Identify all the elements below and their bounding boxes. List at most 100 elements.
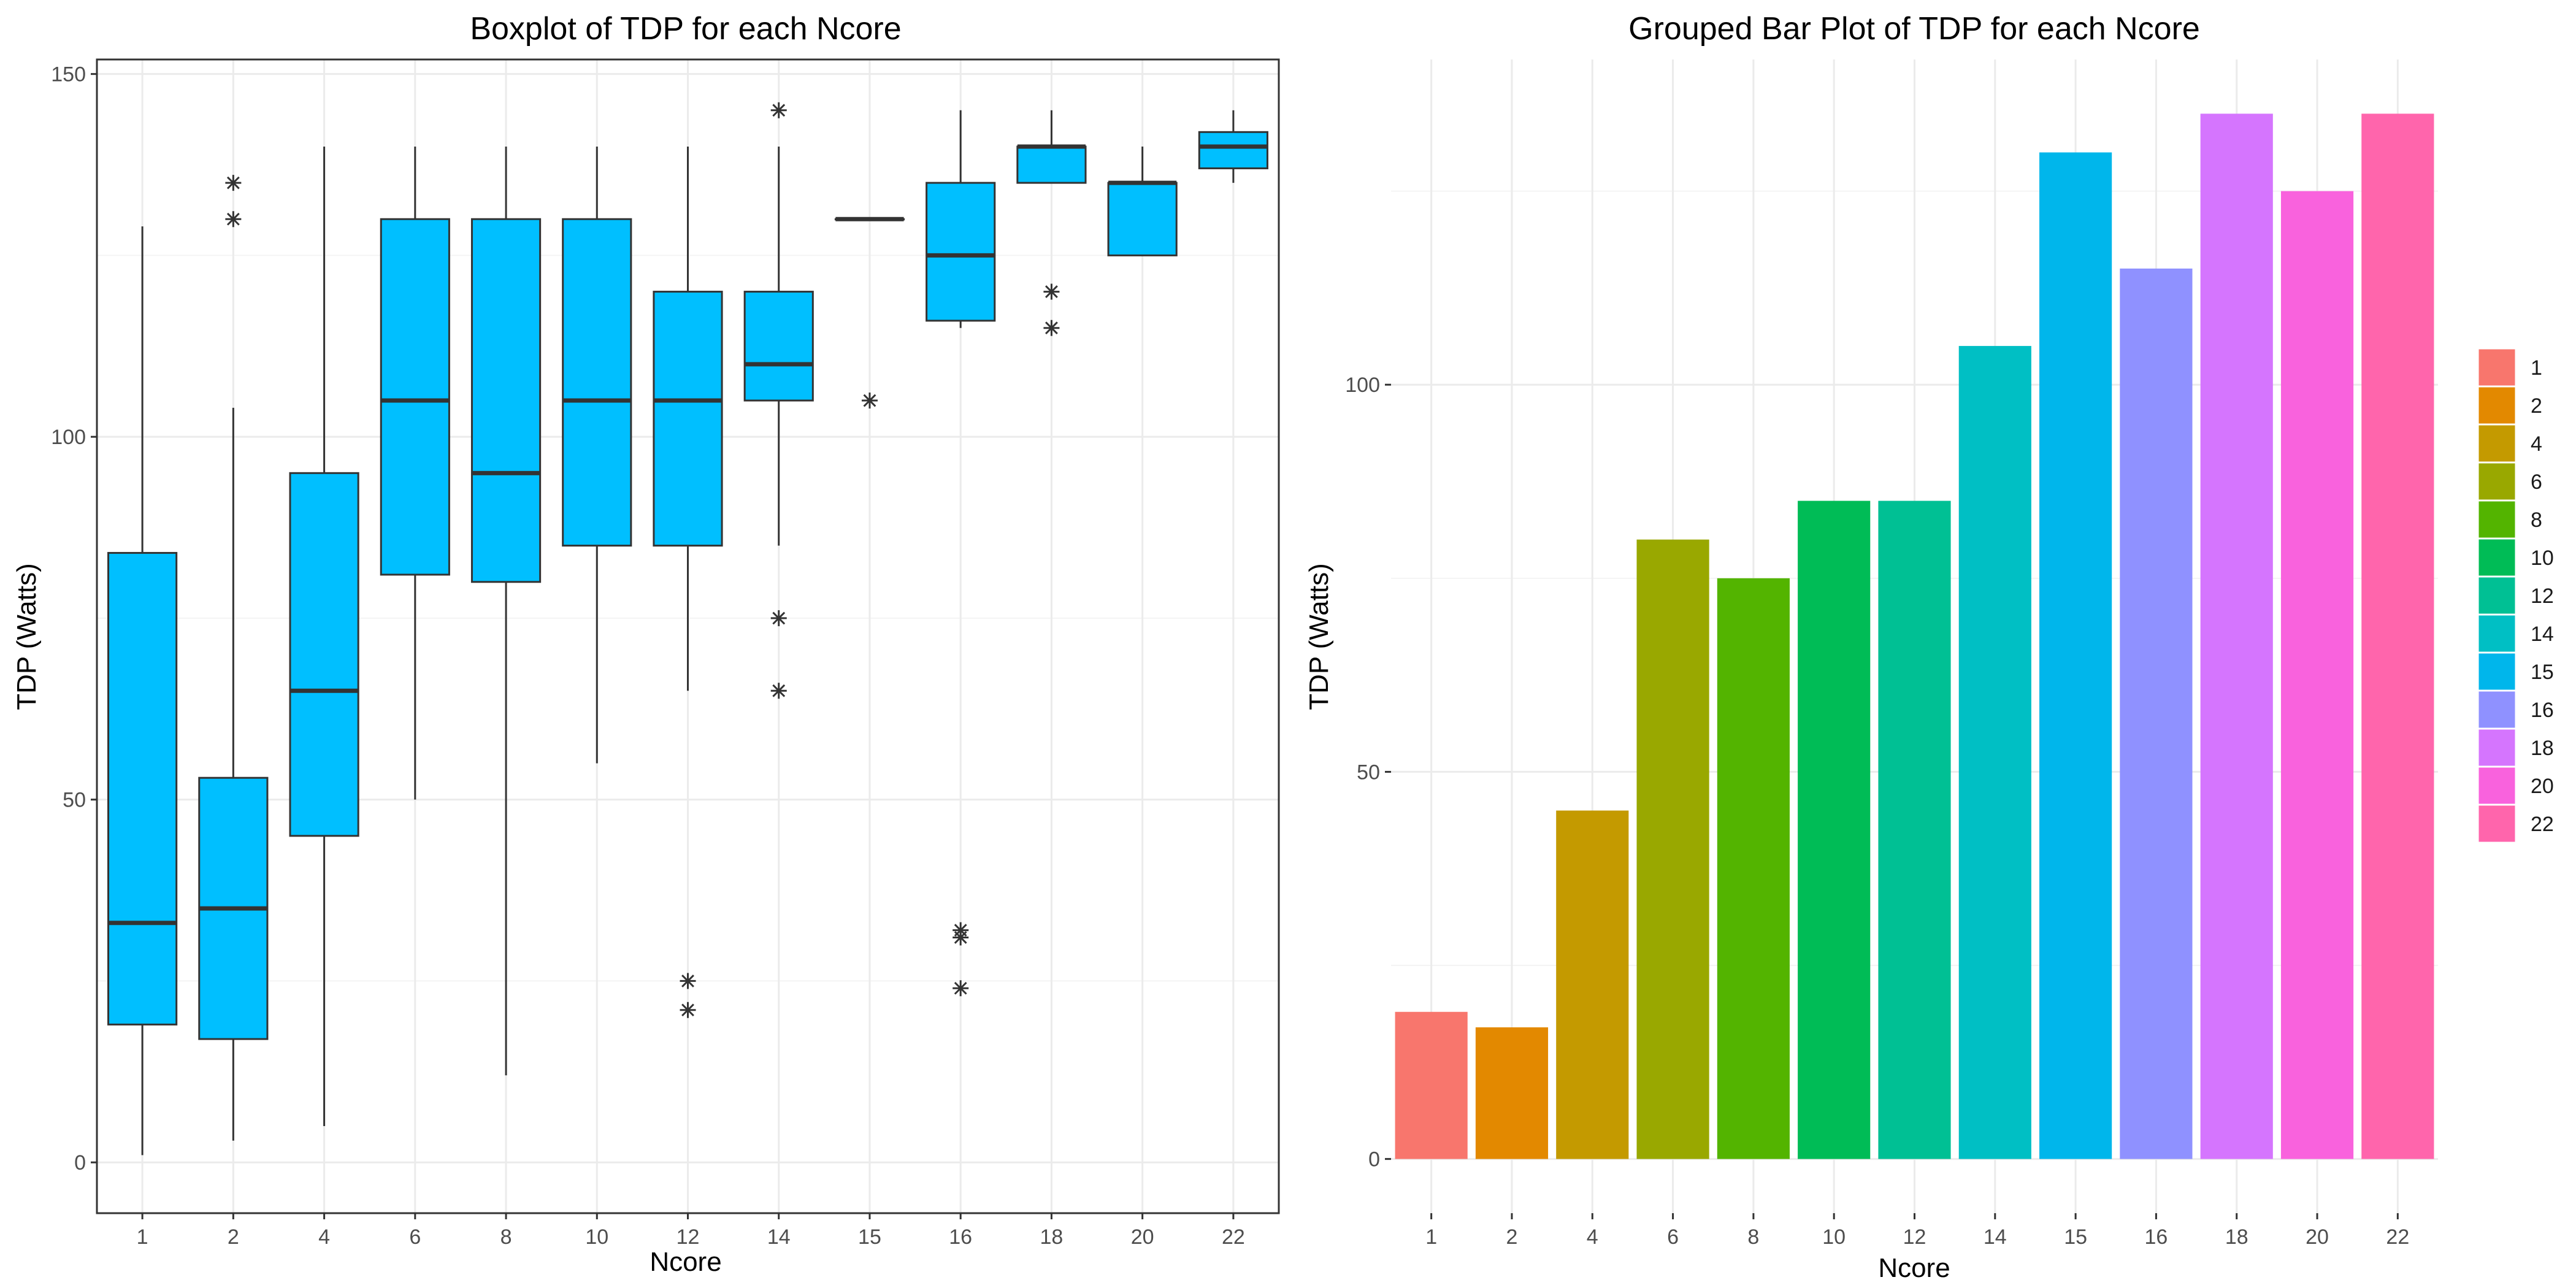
boxplot-x-tick-label: 1 (137, 1225, 148, 1249)
box-iqr (289, 472, 359, 837)
bar-10 (1798, 500, 1871, 1159)
legend-item-2: 2 (2477, 385, 2542, 426)
barplot-x-tick-label: 2 (1506, 1225, 1518, 1249)
barplot-x-tick-label: 18 (2225, 1225, 2248, 1249)
box-outlier (770, 610, 787, 626)
legend-item-22: 22 (2477, 803, 2554, 844)
box-6 (380, 146, 450, 800)
box-outlier (861, 393, 878, 409)
boxplot-x-tick-label: 22 (1222, 1225, 1245, 1249)
legend-label: 8 (2531, 508, 2542, 532)
legend-item-16: 16 (2477, 689, 2554, 730)
box-iqr (743, 291, 814, 402)
box-outlier (1043, 320, 1060, 336)
legend-label: 2 (2531, 394, 2542, 418)
box-iqr (1016, 145, 1087, 184)
legend-key (2477, 347, 2517, 388)
bar-20 (2280, 191, 2354, 1159)
box-outlier (225, 211, 242, 228)
bar-18 (2200, 113, 2273, 1159)
box-iqr (653, 291, 723, 547)
box-15 (834, 217, 905, 409)
legend-item-8: 8 (2477, 499, 2542, 540)
bar-22 (2361, 113, 2434, 1159)
box-22 (1198, 110, 1268, 183)
legend-key (2477, 613, 2517, 654)
legend-item-10: 10 (2477, 537, 2554, 578)
legend-key (2477, 727, 2517, 768)
legend-label: 18 (2531, 737, 2554, 760)
barplot-y-tick-label: 50 (1357, 761, 1380, 784)
barplot-x-tick-label: 20 (2306, 1225, 2329, 1249)
legend-key (2477, 765, 2517, 806)
boxplot-y-tick-label: 0 (74, 1151, 86, 1175)
box-iqr (470, 218, 542, 583)
box-iqr (107, 551, 178, 1025)
barplot-x-tick-label: 22 (2386, 1225, 2409, 1249)
barplot-x-tick-label: 15 (2064, 1225, 2087, 1249)
barplot-x-tick-label: 12 (1903, 1225, 1926, 1249)
boxplot-y-axis-title: TDP (Watts) (12, 563, 42, 710)
legend-key (2477, 423, 2517, 464)
legend-label: 12 (2531, 585, 2554, 608)
box-iqr (562, 218, 632, 547)
boxplot-x-axis-title: Ncore (650, 1247, 721, 1277)
boxplot-x-tick-label: 18 (1040, 1225, 1064, 1249)
barplot-x-axis-title: Ncore (1878, 1253, 1950, 1283)
barplot-y-axis-title: TDP (Watts) (1304, 563, 1334, 710)
barplot-x-tick-label: 10 (1822, 1225, 1846, 1249)
boxplot-x-tick-label: 20 (1131, 1225, 1154, 1249)
bar-12 (1878, 500, 1951, 1159)
legend-key (2477, 461, 2517, 502)
box-iqr (380, 218, 450, 576)
boxplot-y-ticks: 0 50 100 150 (51, 63, 97, 1175)
bar-15 (2039, 152, 2112, 1159)
boxplot-x-tick-label: 15 (858, 1225, 881, 1249)
boxplot-x-ticks: 1 2 4 6 8 10 12 14 15 16 18 20 22 (137, 1213, 1245, 1249)
legend-key (2477, 689, 2517, 730)
legend-item-6: 6 (2477, 461, 2542, 502)
legend-item-4: 4 (2477, 423, 2542, 464)
legend-key (2477, 537, 2517, 578)
box-outlier (953, 980, 969, 997)
box-4 (289, 146, 359, 1127)
box-iqr (926, 182, 996, 322)
box-2 (198, 175, 269, 1141)
barplot-x-ticks: 1 2 4 6 8 10 12 14 15 16 18 20 22 (1425, 1213, 2409, 1249)
legend-item-20: 20 (2477, 765, 2554, 806)
barplot-y-tick-label: 100 (1345, 374, 1380, 397)
box-outlier (770, 683, 787, 699)
bar-16 (2120, 268, 2193, 1159)
legend-key (2477, 803, 2517, 844)
barplot-x-tick-label: 14 (1984, 1225, 2007, 1249)
legend-item-14: 14 (2477, 613, 2554, 654)
bar-6 (1636, 539, 1709, 1159)
legend-label: 16 (2531, 699, 2554, 722)
boxplot-x-tick-label: 4 (318, 1225, 330, 1249)
boxplot-title: Boxplot of TDP for each Ncore (470, 11, 901, 47)
box-16 (926, 110, 996, 997)
boxplot-y-tick-label: 100 (51, 426, 86, 449)
barplot-x-tick-label: 16 (2145, 1225, 2168, 1249)
box-outlier (680, 1002, 696, 1018)
bar-2 (1475, 1027, 1549, 1159)
legend-label: 22 (2531, 813, 2554, 836)
bar-4 (1556, 810, 1629, 1159)
boxplot-x-tick-label: 8 (500, 1225, 512, 1249)
box-8 (470, 146, 542, 1076)
barplot-x-tick-label: 8 (1747, 1225, 1759, 1249)
boxplot-y-tick-label: 50 (63, 789, 86, 812)
box-10 (562, 146, 632, 764)
boxplot-panel-border (96, 58, 1280, 1214)
box-iqr (1107, 182, 1178, 256)
box-outlier (680, 973, 696, 989)
box-iqr (1198, 131, 1268, 169)
legend-label: 6 (2531, 470, 2542, 494)
legend-label: 15 (2531, 661, 2554, 684)
box-outlier (953, 922, 969, 938)
barplot-title: Grouped Bar Plot of TDP for each Ncore (1628, 11, 2200, 47)
legend-item-12: 12 (2477, 575, 2554, 616)
